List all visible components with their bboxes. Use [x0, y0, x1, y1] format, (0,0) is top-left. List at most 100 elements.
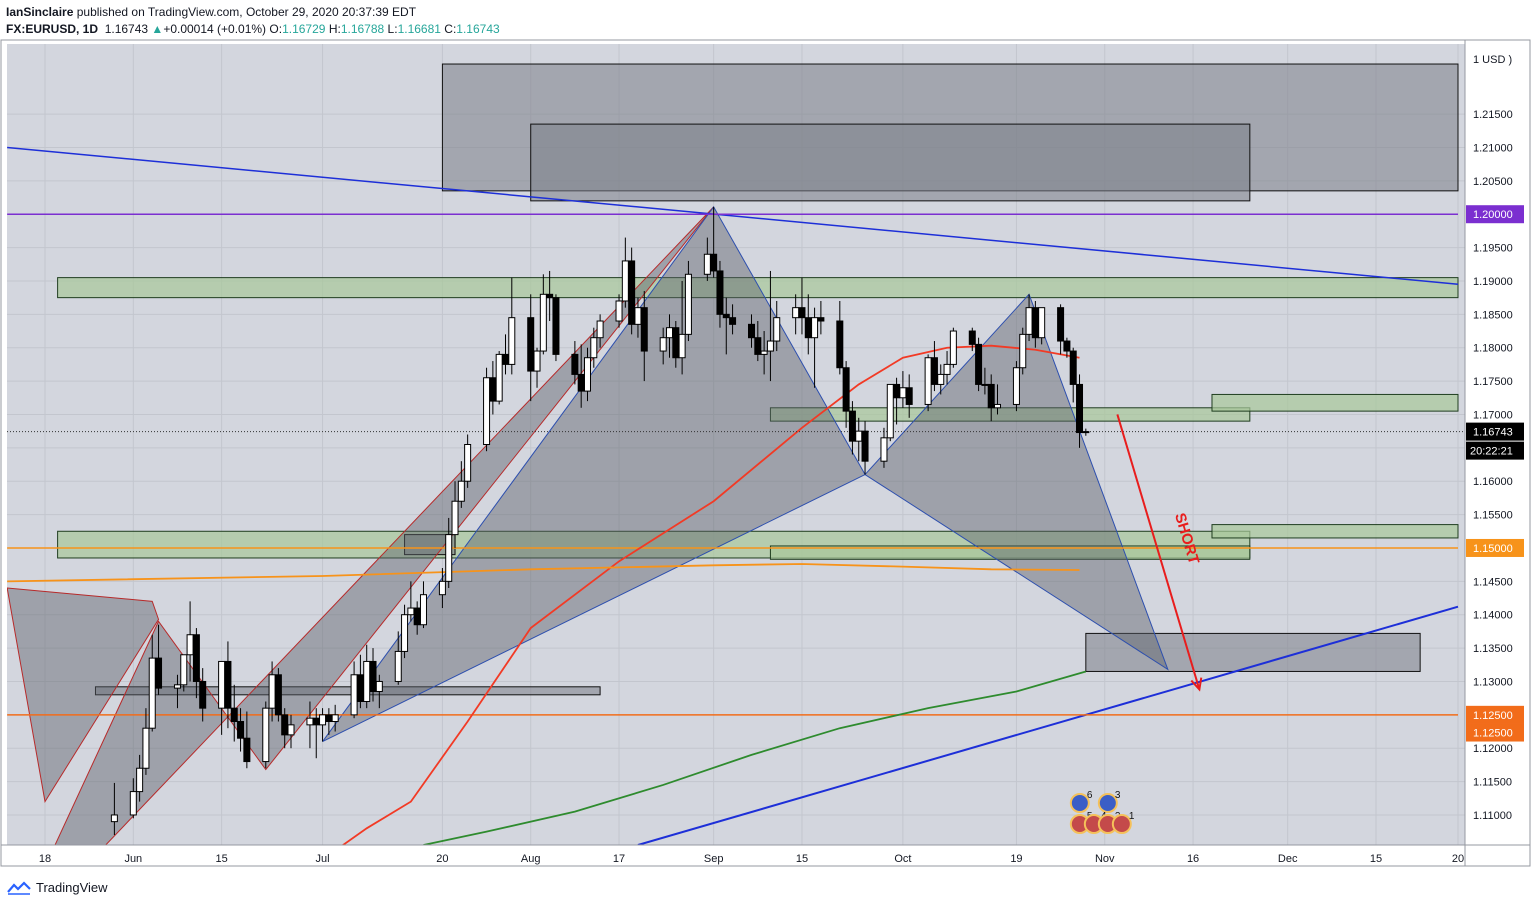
- candle-2020-09-22: [842, 361, 850, 428]
- candle-2020-07-20: [438, 567, 446, 609]
- candle-2020-10-23: [1038, 307, 1046, 345]
- close-value: 1.16743: [456, 22, 500, 36]
- candle-2020-08-17: [615, 294, 623, 328]
- ma-long: [423, 670, 1087, 845]
- candle-body: [508, 317, 516, 365]
- candle-2020-08-13: [590, 327, 598, 368]
- candle-2020-10-02: [905, 374, 913, 418]
- candle-body: [186, 634, 194, 656]
- candle-body: [350, 674, 358, 716]
- candle-body: [1063, 340, 1071, 352]
- price-axis: 1 USD ) 1.21500 1.21000 1.20500 1.19500 1.190…: [1464, 40, 1524, 866]
- symbol-label[interactable]: FX:EURUSD, 1D: [6, 22, 99, 36]
- time-tick-label: 16: [1187, 853, 1199, 865]
- candle-2020-08-28: [684, 260, 692, 342]
- candle-body: [363, 660, 371, 702]
- candle-body: [640, 307, 648, 352]
- symbol-line: FX:EURUSD, 1D 1.16743 ▲+0.00014 (+0.01%)…: [6, 21, 500, 38]
- candle-2020-10-27: [1063, 337, 1071, 358]
- ma-orange: [7, 563, 1080, 583]
- candle-2020-07-13: [394, 631, 402, 685]
- candle-body: [375, 680, 383, 692]
- candle-body: [394, 650, 402, 682]
- candle-body: [703, 253, 711, 275]
- candle-body: [281, 714, 289, 736]
- price-label: 1.16743: [1473, 427, 1513, 439]
- candle-body: [230, 707, 238, 723]
- open-label: O:: [269, 22, 283, 36]
- event-count: 1: [1129, 811, 1135, 822]
- candle-2020-07-21: [445, 517, 453, 589]
- candle-body: [1057, 307, 1065, 342]
- economic-events: 635421: [1069, 790, 1135, 834]
- candle-body: [861, 430, 869, 462]
- candle-2020-09-17: [811, 307, 819, 388]
- pattern-harmonic-3: [7, 587, 160, 803]
- price-tick-label: 1.21500: [1473, 109, 1513, 121]
- candle-body: [1025, 307, 1033, 335]
- candle-body: [142, 727, 150, 769]
- candle-2020-08-14: [596, 314, 604, 348]
- candle-2020-09-01: [710, 206, 718, 278]
- candle-2020-09-18: [817, 300, 825, 335]
- publish-line: IanSinclaire published on TradingView.co…: [6, 4, 500, 21]
- time-tick-label: Jul: [316, 853, 330, 865]
- candle-2020-09-10: [766, 270, 774, 382]
- candle-2020-10-16: [994, 384, 1002, 415]
- candle-body: [489, 377, 497, 402]
- price-tick-label: 1.13500: [1473, 643, 1513, 655]
- publisher-name[interactable]: IanSinclaire: [6, 5, 74, 19]
- candle-2020-08-19: [628, 247, 636, 335]
- candle-2020-08-06: [546, 270, 554, 322]
- candle-body: [552, 297, 560, 355]
- tradingview-logo-icon: [7, 880, 31, 895]
- low-label: L:: [387, 22, 398, 36]
- published-text: published on TradingView.com, October 29…: [76, 5, 417, 19]
- candle-body: [855, 430, 863, 442]
- price-label-bg: [1466, 705, 1524, 724]
- price-tick-label: 1.18000: [1473, 343, 1513, 355]
- candle-2020-07-09: [369, 648, 377, 702]
- candle-body: [445, 534, 453, 582]
- resistance-trendline: [7, 146, 1459, 286]
- candle-body: [798, 307, 806, 319]
- candle-2020-06-26: [287, 714, 295, 749]
- event-flag-icon: [1069, 793, 1090, 813]
- candle-body: [848, 410, 856, 442]
- candle-body: [634, 307, 642, 325]
- plot-area: SHORT635421: [7, 44, 1465, 845]
- candle-2020-08-05: [539, 274, 547, 355]
- tradingview-brand[interactable]: TradingView: [36, 880, 108, 895]
- candle-2020-06-18: [237, 708, 245, 752]
- candle-body: [457, 480, 465, 502]
- candle-2020-10-19: [1012, 361, 1020, 412]
- candle-2020-09-25: [861, 421, 869, 475]
- price-tick-label: 1.13000: [1473, 676, 1513, 688]
- time-tick-label: 17: [613, 853, 625, 865]
- candle-2020-09-08: [754, 321, 762, 362]
- price-label-bg: [1466, 723, 1524, 742]
- time-axis: 18 Jun 15 Jul 20 Aug 17 Sep 15 Oct 19 Nov 16 Dec 15 20: [1, 844, 1530, 865]
- candle-body: [760, 350, 768, 355]
- candle-body: [571, 353, 579, 375]
- candle-body: [975, 343, 983, 385]
- candle-body: [1019, 333, 1027, 369]
- candle-body: [438, 580, 446, 596]
- candle-2020-10-08: [943, 351, 951, 385]
- time-tick-label: 20: [436, 853, 448, 865]
- short-arrow-head: [1190, 677, 1203, 692]
- zone-grey-1: [530, 123, 1251, 202]
- candle-body: [672, 327, 680, 359]
- zone-green-6: [769, 545, 1251, 560]
- candle-2020-06-01: [129, 778, 137, 819]
- candle-2020-09-03: [722, 297, 730, 355]
- zone-grey-10: [94, 686, 601, 696]
- candle-body: [148, 657, 156, 729]
- candle-2020-06-08: [173, 674, 181, 709]
- candle-body: [886, 383, 894, 439]
- price-tick-label: 1.18500: [1473, 309, 1513, 321]
- candle-body: [665, 327, 673, 339]
- candle-2020-10-26: [1057, 304, 1065, 355]
- up-arrow-icon: ▲: [151, 22, 164, 36]
